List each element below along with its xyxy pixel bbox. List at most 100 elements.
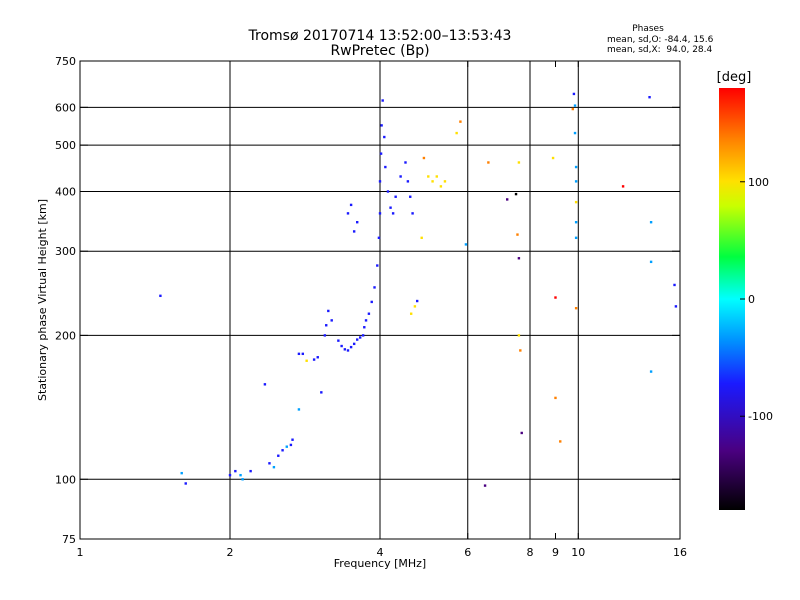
data-point bbox=[349, 203, 353, 207]
y-tick-label: 400 bbox=[55, 185, 76, 198]
data-point bbox=[573, 131, 577, 135]
data-point bbox=[241, 478, 244, 481]
data-point bbox=[431, 180, 434, 183]
colorbar-tick-label: 0 bbox=[748, 293, 755, 306]
data-point bbox=[574, 221, 578, 224]
data-point bbox=[517, 257, 521, 260]
y-tick-label: 75 bbox=[62, 533, 76, 546]
data-point bbox=[443, 180, 447, 183]
data-point bbox=[572, 92, 576, 96]
data-point bbox=[621, 185, 625, 188]
data-point bbox=[312, 358, 316, 361]
data-point bbox=[554, 296, 557, 299]
data-point bbox=[514, 192, 518, 196]
data-point bbox=[355, 338, 359, 341]
data-point bbox=[340, 344, 343, 348]
data-point bbox=[352, 342, 356, 346]
data-point bbox=[439, 185, 443, 188]
chart-subtitle: RwPretec (Bp) bbox=[330, 43, 429, 59]
data-point bbox=[249, 469, 252, 473]
data-point bbox=[349, 345, 353, 349]
data-point bbox=[571, 107, 575, 111]
x-tick-label: 10 bbox=[571, 546, 585, 559]
data-point bbox=[551, 156, 555, 160]
data-point bbox=[263, 383, 267, 386]
data-point bbox=[352, 230, 356, 233]
y-tick-label: 500 bbox=[55, 139, 76, 152]
colorbar-ticks: 100 0 -100 bbox=[740, 176, 773, 423]
x-tick-label: 16 bbox=[673, 546, 687, 559]
colorbar-tick-label: -100 bbox=[748, 410, 773, 423]
data-point bbox=[380, 124, 383, 127]
data-point bbox=[415, 299, 419, 303]
data-point bbox=[323, 334, 327, 337]
data-points bbox=[159, 92, 678, 487]
data-point bbox=[391, 212, 395, 215]
data-point bbox=[316, 356, 319, 359]
data-point bbox=[649, 260, 653, 264]
data-point bbox=[394, 195, 397, 198]
data-point bbox=[180, 471, 183, 475]
data-point bbox=[381, 99, 384, 102]
data-point bbox=[378, 180, 382, 183]
data-point bbox=[337, 339, 340, 342]
data-point bbox=[355, 221, 359, 224]
data-point bbox=[409, 195, 412, 198]
data-point bbox=[427, 175, 430, 178]
data-point bbox=[367, 312, 371, 315]
data-point bbox=[435, 175, 438, 178]
data-point bbox=[413, 305, 417, 308]
data-point bbox=[420, 236, 423, 240]
data-point bbox=[272, 465, 276, 469]
data-point bbox=[574, 180, 578, 183]
data-point bbox=[520, 431, 523, 435]
colorbar-tick-label: 100 bbox=[748, 176, 769, 189]
x-tick-labels: 1 2 4 6 8 9 10 16 bbox=[77, 546, 688, 559]
data-point bbox=[325, 324, 328, 327]
data-point bbox=[289, 443, 293, 447]
data-point bbox=[343, 348, 347, 351]
data-point bbox=[649, 370, 653, 373]
data-point bbox=[346, 212, 350, 215]
data-point bbox=[516, 233, 519, 236]
data-point bbox=[384, 165, 387, 169]
data-point bbox=[459, 120, 462, 123]
data-point bbox=[517, 161, 521, 164]
data-point bbox=[574, 200, 578, 204]
y-axis-label: Stationary phase Virtual Height [km] bbox=[36, 199, 49, 401]
data-point bbox=[406, 180, 410, 183]
data-point bbox=[673, 283, 676, 287]
data-point bbox=[228, 473, 232, 477]
data-point bbox=[483, 484, 487, 487]
data-point bbox=[358, 336, 362, 339]
data-point bbox=[505, 198, 509, 201]
data-point bbox=[574, 236, 578, 240]
y-tick-label: 200 bbox=[55, 329, 76, 342]
y-tick-labels: 75 100 200 300 400 500 600 750 bbox=[55, 55, 76, 546]
data-point bbox=[517, 334, 521, 337]
data-point bbox=[268, 462, 271, 465]
data-point bbox=[239, 473, 242, 477]
data-point bbox=[379, 152, 383, 155]
phase-stats-o: mean, sd,O: -84.4, 15.6 bbox=[607, 35, 714, 45]
data-point bbox=[376, 264, 379, 267]
data-point bbox=[377, 236, 381, 240]
x-tick-label: 9 bbox=[552, 546, 559, 559]
x-tick-label: 1 bbox=[77, 546, 84, 559]
data-point bbox=[573, 104, 577, 107]
axis-ticks bbox=[79, 60, 681, 540]
data-point bbox=[455, 131, 458, 135]
data-point bbox=[363, 326, 366, 329]
data-point bbox=[399, 175, 402, 178]
data-point bbox=[370, 300, 373, 304]
data-point bbox=[574, 306, 578, 310]
data-point bbox=[464, 243, 468, 246]
data-point bbox=[361, 334, 365, 337]
data-point bbox=[487, 161, 490, 164]
data-point bbox=[285, 445, 288, 448]
y-tick-label: 600 bbox=[55, 101, 76, 114]
phase-stats-x: mean, sd,X: 94.0, 28.4 bbox=[607, 45, 713, 55]
x-axis-label: Frequency [MHz] bbox=[334, 557, 426, 570]
data-point bbox=[674, 305, 678, 308]
